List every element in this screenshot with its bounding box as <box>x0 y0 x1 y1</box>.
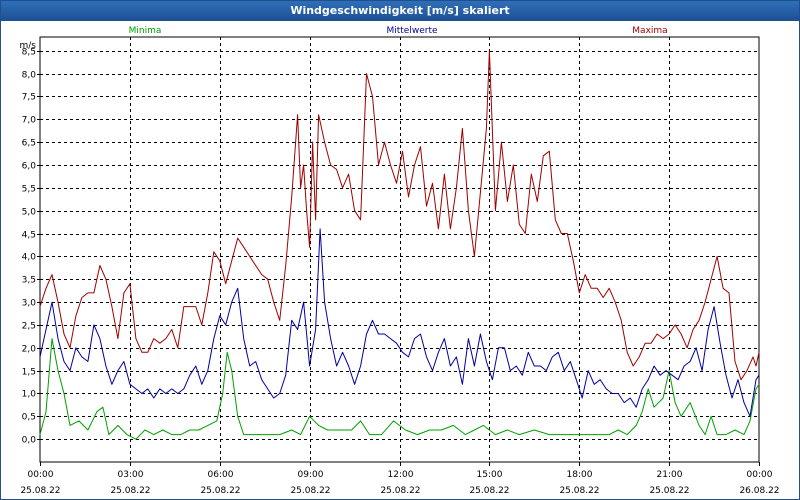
x-tick-date: 25.08.22 <box>559 486 599 496</box>
y-tick-label: 6,0 <box>22 162 37 172</box>
x-tick-date: 25.08.22 <box>20 486 60 496</box>
x-tick-time: 00:00 <box>28 470 54 480</box>
axes: 0,0 0,5 1,0 1,5 2,0 2,5 3,0 3,5 4,0 4,5 5,0 5,5 6,0 6… <box>20 41 780 496</box>
y-tick-label: 7,0 <box>22 116 37 126</box>
x-tick-date: 25.08.22 <box>200 486 240 496</box>
x-tick-time: 15:00 <box>477 470 503 480</box>
series-layer <box>39 50 760 440</box>
y-tick-label: 0,5 <box>22 413 36 423</box>
x-tick-time: 21:00 <box>657 470 683 480</box>
y-tick-label: 4,0 <box>22 253 37 263</box>
y-tick-label: 2,0 <box>22 345 37 355</box>
legend-item-minima: Minima <box>129 26 162 36</box>
legend-item-mittelwerte: Mittelwerte <box>386 26 437 36</box>
legend-item-maxima: Maxima <box>632 26 667 36</box>
x-tick-time: 12:00 <box>388 470 414 480</box>
x-tick-date: 25.08.22 <box>380 486 420 496</box>
x-tick-date: 25.08.22 <box>649 486 689 496</box>
window-title: Windgeschwindigkeit [m/s] skaliert <box>1 1 799 21</box>
x-tick-time: 03:00 <box>118 470 144 480</box>
series-line-minima <box>39 338 760 440</box>
y-tick-label: 5,5 <box>22 185 36 195</box>
y-tick-label: 7,5 <box>22 93 36 103</box>
x-tick-time: 06:00 <box>208 470 234 480</box>
x-tick-date: 25.08.22 <box>110 486 150 496</box>
legend: Minima Mittelwerte Maxima <box>129 26 668 36</box>
series-line-mittelwerte <box>39 228 760 417</box>
plot-area <box>39 36 760 463</box>
y-tick-label: 5,0 <box>22 208 37 218</box>
x-tick-time: 09:00 <box>298 470 324 480</box>
y-tick-label: 6,5 <box>22 139 36 149</box>
y-tick-label: 4,5 <box>22 231 36 241</box>
series-line-maxima <box>39 50 760 381</box>
y-tick-label: 1,5 <box>22 368 36 378</box>
x-tick-time: 18:00 <box>567 470 593 480</box>
y-tick-label: 8,5 <box>22 48 36 58</box>
x-tick-date: 26.08.22 <box>739 486 779 496</box>
y-tick-label: 0,0 <box>22 436 37 446</box>
y-tick-label: 2,5 <box>22 322 36 332</box>
x-tick-time: 00:00 <box>747 470 773 480</box>
y-axis-label: m/s <box>20 41 37 51</box>
y-tick-label: 3,0 <box>22 299 37 309</box>
x-tick-date: 25.08.22 <box>469 486 509 496</box>
x-tick-date: 25.08.22 <box>290 486 330 496</box>
y-tick-label: 3,5 <box>22 276 36 286</box>
grid <box>40 37 759 462</box>
y-tick-label: 8,0 <box>22 71 37 81</box>
y-tick-label: 1,0 <box>22 390 37 400</box>
